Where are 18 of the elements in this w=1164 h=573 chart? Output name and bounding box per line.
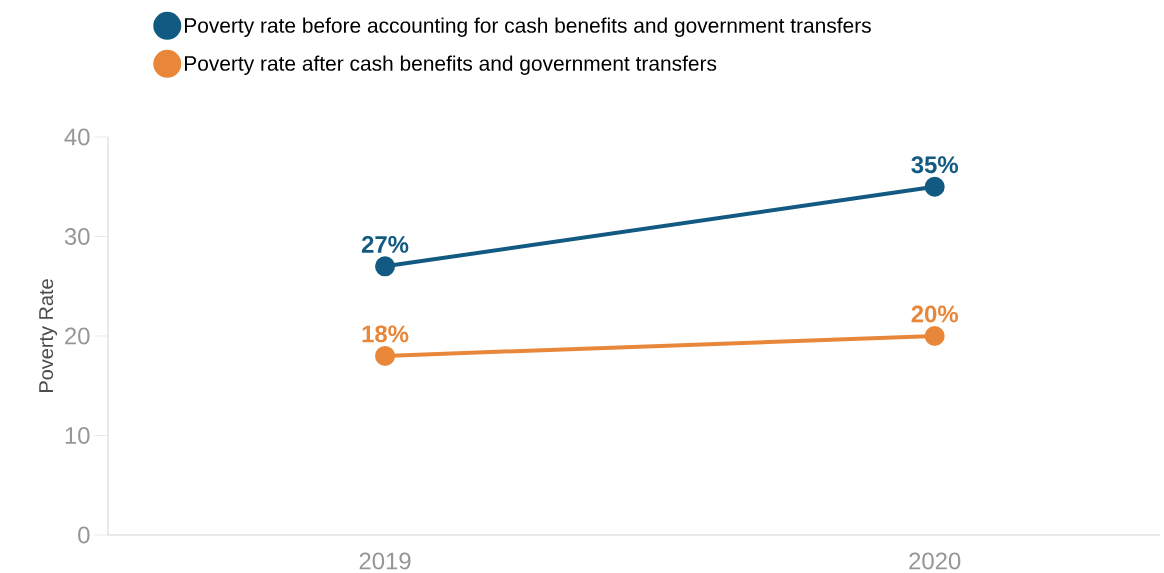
y-tick-label: 20: [65, 327, 90, 345]
x-tick-label: 2019: [359, 552, 411, 570]
y-tick-label: 0: [78, 526, 90, 544]
y-tick-label: 40: [64, 128, 90, 146]
legend-label: Poverty rate before accounting for cash benefits and government transfers: [184, 17, 871, 38]
data-label: 20%: [911, 305, 958, 323]
data-label: 35%: [911, 156, 958, 174]
legend-label: Poverty rate after cash benefits and government transfers: [184, 55, 717, 76]
data-label: 27%: [361, 236, 409, 253]
point: [924, 326, 945, 347]
data-label: 18%: [362, 325, 409, 343]
x-tick-label: 2020: [909, 552, 961, 570]
y-tick-label: 10: [65, 427, 90, 445]
y-axis-title: Poverty Rate: [39, 279, 58, 393]
y-tick-label: 30: [64, 228, 90, 246]
point: [924, 176, 945, 197]
point: [375, 256, 396, 277]
point: [375, 346, 396, 367]
